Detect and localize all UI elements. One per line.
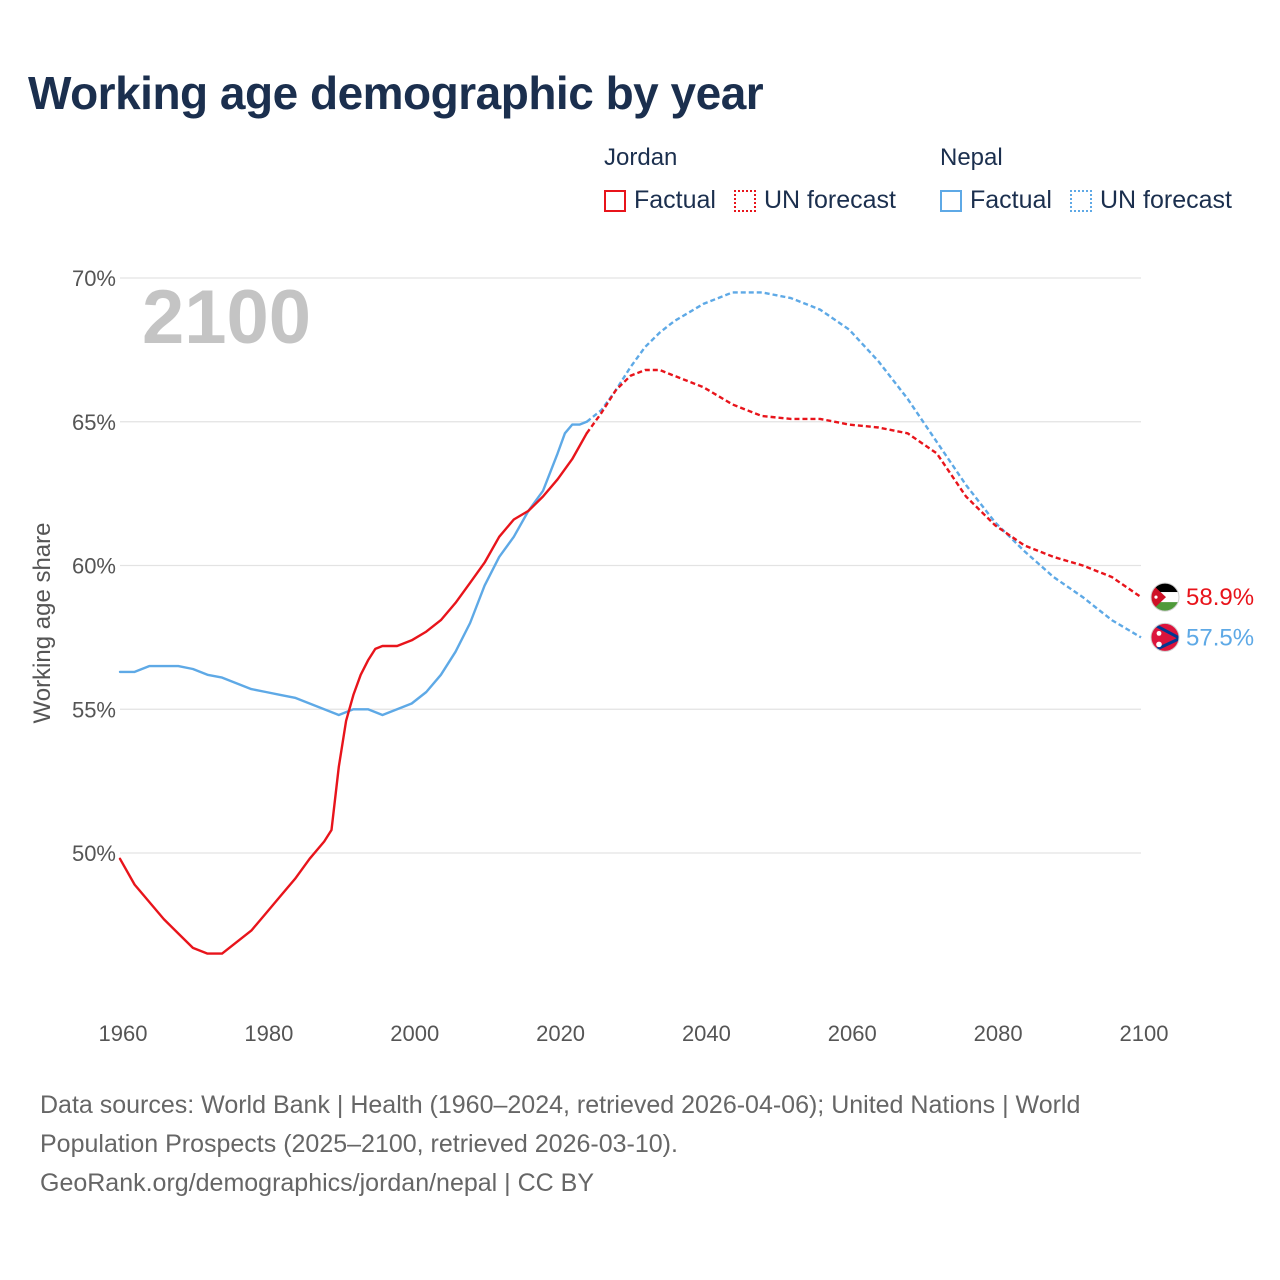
gridlines bbox=[120, 277, 1141, 854]
y-axis-ticks: 50% 55% 60% 65% 70% bbox=[72, 266, 116, 866]
y-tick-label: 55% bbox=[72, 697, 116, 722]
legend-swatch-nepal-factual bbox=[940, 189, 962, 212]
legend-jordan-factual[interactable]: Factual bbox=[604, 186, 716, 215]
legend-swatch-nepal-forecast bbox=[1069, 189, 1092, 212]
series-line-nepal-forecast[interactable] bbox=[585, 291, 1142, 639]
x-tick-label: 1960 bbox=[99, 1021, 148, 1046]
series-line-nepal-factual[interactable] bbox=[118, 420, 588, 717]
legend-swatch-jordan-forecast bbox=[733, 189, 756, 212]
year-watermark: 2100 bbox=[142, 275, 311, 360]
x-tick-label: 2000 bbox=[390, 1021, 439, 1046]
legend-nepal-forecast-label: UN forecast bbox=[1099, 186, 1232, 214]
footer-sources-line2: Population Prospects (2025–2100, retriev… bbox=[40, 1130, 678, 1158]
legend-jordan: Jordan Factual UN forecast bbox=[604, 144, 914, 215]
legend-nepal: Nepal Factual UN forecast bbox=[940, 144, 1250, 215]
end-label-nepal: 57.5% bbox=[1186, 624, 1254, 651]
x-tick-label: 2060 bbox=[828, 1021, 877, 1046]
end-markers: 58.9% 57.5% bbox=[1150, 582, 1254, 652]
x-tick-label: 1980 bbox=[244, 1021, 293, 1046]
legend-jordan-factual-label: Factual bbox=[634, 186, 716, 214]
series-line-jordan-factual[interactable] bbox=[118, 432, 588, 955]
x-tick-label: 2080 bbox=[974, 1021, 1023, 1046]
nepal-flag-ring bbox=[1150, 622, 1180, 652]
jordan-flag-ring bbox=[1150, 582, 1180, 612]
y-tick-label: 70% bbox=[72, 266, 116, 291]
jordan-flag-icon bbox=[1151, 583, 1179, 612]
y-tick-label: 60% bbox=[72, 554, 116, 579]
footer: Data sources: World Bank | Health (1960–… bbox=[40, 1086, 1180, 1203]
x-axis-ticks: 1960 1980 2000 2020 2040 2060 2080 2100 bbox=[99, 1021, 1169, 1046]
legend-jordan-forecast-label: UN forecast bbox=[763, 186, 896, 214]
legend-jordan-name: Jordan bbox=[604, 144, 678, 171]
footer-attribution[interactable]: GeoRank.org/demographics/jordan/nepal | … bbox=[40, 1169, 595, 1197]
nepal-flag-icon bbox=[1151, 623, 1179, 652]
legend-nepal-name: Nepal bbox=[940, 144, 1003, 171]
footer-sources-line1: Data sources: World Bank | Health (1960–… bbox=[40, 1091, 1081, 1119]
y-tick-label: 50% bbox=[72, 841, 116, 866]
series-line-jordan-forecast[interactable] bbox=[585, 368, 1142, 599]
line-chart: 50% 55% 60% 65% 70% 1960 1980 2000 2020 2040 2060… bbox=[29, 266, 1254, 1046]
x-tick-label: 2100 bbox=[1120, 1021, 1169, 1046]
legend-swatch-jordan-factual bbox=[604, 189, 626, 212]
legend-nepal-factual[interactable]: Factual bbox=[940, 186, 1052, 215]
legend-nepal-factual-label: Factual bbox=[970, 186, 1052, 214]
y-tick-label: 65% bbox=[72, 410, 116, 435]
legend-nepal-forecast[interactable]: UN forecast bbox=[1069, 186, 1232, 215]
x-tick-label: 2040 bbox=[682, 1021, 731, 1046]
x-tick-label: 2020 bbox=[536, 1021, 585, 1046]
chart-title: Working age demographic by year bbox=[28, 67, 764, 119]
end-label-jordan: 58.9% bbox=[1186, 584, 1254, 611]
y-axis-label: Working age share bbox=[29, 523, 56, 724]
series-lines bbox=[118, 291, 1142, 955]
legend-jordan-forecast[interactable]: UN forecast bbox=[733, 186, 896, 215]
